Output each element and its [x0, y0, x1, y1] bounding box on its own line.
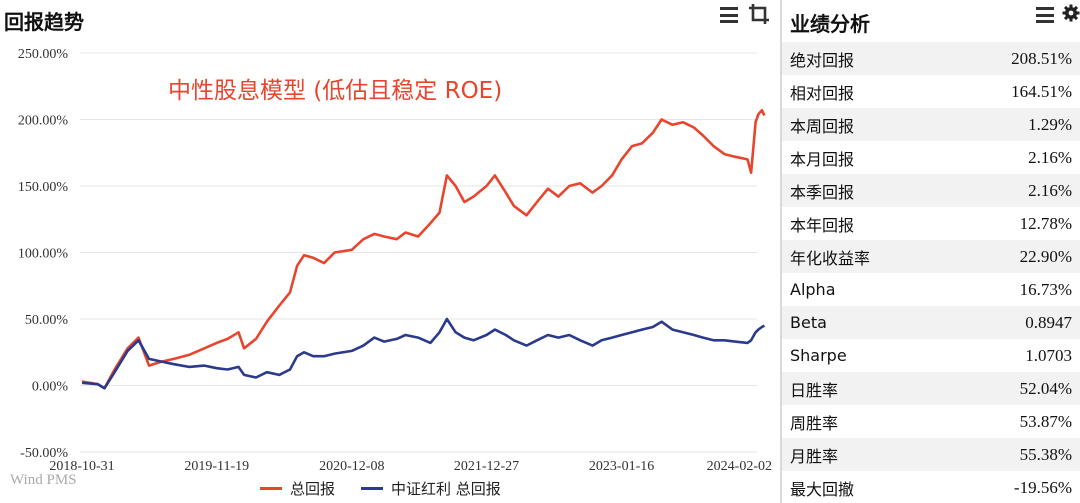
menu-icon[interactable]	[720, 7, 738, 23]
stat-value: 2.16%	[1028, 147, 1072, 167]
stat-value: 164.51%	[1011, 81, 1072, 101]
stat-value: 208.51%	[1011, 48, 1072, 68]
stat-value: 2.16%	[1028, 180, 1072, 200]
stat-row: 本季回报 2.16%	[782, 174, 1080, 207]
series-line-benchmark	[81, 317, 766, 390]
stat-row: 本周回报 1.29%	[782, 108, 1080, 141]
return-trend-panel: 250.00% 200.00% 150.00% 100.00% 50.00% 0.00% -…	[4, 3, 772, 499]
series-lines	[81, 108, 766, 390]
stat-value: 55.38%	[1019, 444, 1072, 464]
y-tick-label: 200.00%	[18, 114, 69, 129]
y-tick-label: -50.00%	[20, 446, 68, 461]
y-tick-label: 150.00%	[18, 180, 69, 195]
grid-lines	[80, 52, 757, 453]
chart-annotation: 中性股息模型 (低估且稳定 ROE)	[168, 78, 502, 104]
stat-row: Sharpe 1.0703	[782, 339, 1080, 372]
stat-row: 本年回报 12.78%	[782, 207, 1080, 240]
stat-label: 本周回报	[790, 116, 855, 136]
chart-legend: 总回报 中证红利 总回报	[260, 478, 501, 499]
stat-label: 年化收益率	[790, 248, 871, 268]
stat-row: 最大回撤 -19.56%	[782, 471, 1080, 503]
stat-label: 日胜率	[790, 380, 839, 400]
performance-analysis-panel: 业绩分析 绝对回报 208.51% 相对回报 164.51% 本周回报 1.29% 本月回报…	[780, 0, 1080, 503]
gear-icon[interactable]	[1062, 4, 1080, 22]
menu-icon[interactable]	[1036, 7, 1054, 23]
stat-label: 周胜率	[790, 413, 839, 433]
stat-row: 日胜率 52.04%	[782, 372, 1080, 405]
stat-label: 月胜率	[790, 446, 839, 466]
stat-value: 12.78%	[1019, 213, 1072, 233]
legend-swatch-benchmark	[361, 487, 384, 490]
stat-label: 最大回撤	[790, 479, 855, 499]
stat-label: 本年回报	[790, 215, 855, 235]
y-axis-ticks: 250.00% 200.00% 150.00% 100.00% 50.00% 0.00% -…	[18, 47, 69, 461]
performance-analysis-title: 业绩分析	[790, 14, 870, 36]
stat-row: 月胜率 55.38%	[782, 438, 1080, 471]
stat-value: 0.8947	[1025, 312, 1072, 332]
legend-item-total-return[interactable]: 总回报	[260, 478, 335, 499]
crop-icon[interactable]	[748, 3, 770, 25]
stat-row: 年化收益率 22.90%	[782, 240, 1080, 273]
stat-row: Beta 0.8947	[782, 306, 1080, 339]
return-trend-title: 回报趋势	[4, 12, 84, 34]
stat-value: 1.29%	[1028, 114, 1072, 134]
legend-swatch-total-return	[260, 487, 282, 490]
series-line-total-return	[81, 108, 766, 390]
stat-row: 本月回报 2.16%	[782, 141, 1080, 174]
x-tick-label: 2018-10-31	[49, 459, 114, 474]
x-tick-label: 2019-11-19	[184, 459, 249, 474]
stat-row: 相对回报 164.51%	[782, 75, 1080, 108]
legend-item-benchmark[interactable]: 中证红利 总回报	[361, 478, 501, 499]
stat-row: 绝对回报 208.51%	[782, 42, 1080, 75]
legend-label-total-return: 总回报	[290, 480, 336, 498]
performance-stats-table: 绝对回报 208.51% 相对回报 164.51% 本周回报 1.29% 本月回报 2.16%…	[782, 42, 1080, 503]
stat-value: 52.04%	[1019, 378, 1072, 398]
y-tick-label: 50.00%	[25, 313, 69, 328]
stat-label: 本季回报	[790, 182, 855, 202]
stat-label: Beta	[790, 313, 827, 332]
stat-label: Sharpe	[790, 346, 847, 365]
stat-row: 周胜率 53.87%	[782, 405, 1080, 438]
stat-value: 22.90%	[1019, 246, 1072, 266]
x-axis-ticks: 2018-10-31 2019-11-19 2020-12-08 2021-12-27…	[49, 459, 772, 474]
stat-label: 绝对回报	[790, 50, 855, 70]
stat-label: 相对回报	[790, 83, 855, 103]
stat-row: Alpha 16.73%	[782, 273, 1080, 306]
x-tick-label: 2021-12-27	[454, 459, 519, 474]
stat-value: 1.0703	[1025, 345, 1072, 365]
stat-value: 16.73%	[1019, 279, 1072, 299]
stat-label: 本月回报	[790, 149, 855, 169]
x-tick-label: 2024-02-02	[707, 459, 772, 474]
y-tick-label: 250.00%	[18, 47, 69, 62]
stat-label: Alpha	[790, 280, 836, 299]
stat-value: -19.56%	[1013, 477, 1072, 497]
watermark: Wind PMS	[10, 472, 77, 488]
y-tick-label: 100.00%	[18, 247, 69, 262]
stat-value: 53.87%	[1019, 411, 1072, 431]
x-tick-label: 2023-01-16	[589, 459, 654, 474]
y-tick-label: 0.00%	[32, 380, 69, 395]
legend-label-benchmark: 中证红利 总回报	[391, 480, 501, 498]
return-trend-chart: 250.00% 200.00% 150.00% 100.00% 50.00% 0.00% -…	[18, 47, 772, 474]
x-tick-label: 2020-12-08	[319, 459, 384, 474]
